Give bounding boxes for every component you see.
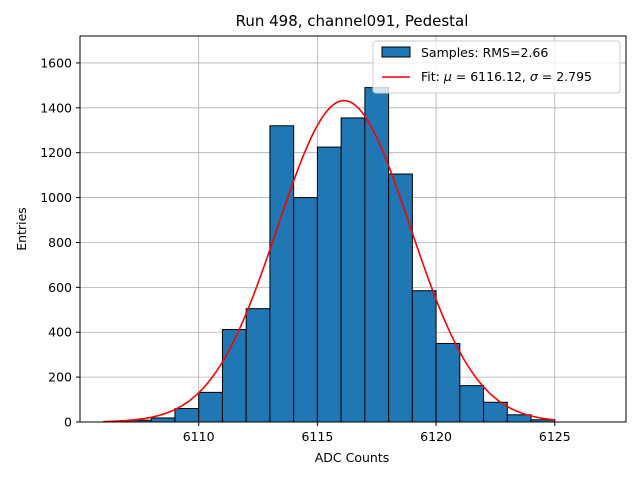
histogram-bar (293, 197, 318, 423)
y-tick-label: 400 (48, 325, 72, 340)
chart-title: Run 498, channel091, Pedestal (236, 12, 469, 30)
x-tick-label: 6115 (301, 429, 333, 444)
legend-sigma-symbol: σ (530, 69, 539, 84)
histogram-bar (269, 125, 295, 423)
x-tick-label: 6125 (539, 429, 571, 444)
histogram-bar (388, 173, 413, 423)
legend-samples-label: Samples: RMS=2.66 (421, 45, 548, 60)
histogram-bar (150, 417, 176, 423)
legend-samples-swatch (381, 46, 411, 58)
y-tick-label: 0 (64, 415, 72, 430)
y-axis-ticks: 0 200 400 600 800 1000 1200 1400 1600 (40, 55, 80, 430)
y-tick-label: 1400 (40, 100, 72, 115)
x-tick-label: 6110 (183, 429, 215, 444)
y-tick-label: 1200 (40, 145, 72, 160)
y-tick-label: 800 (48, 235, 72, 250)
histogram-bar (435, 342, 461, 423)
legend-mu-symbol: μ (443, 69, 452, 84)
legend-sigma-text: = 2.795 (538, 69, 592, 84)
y-tick-label: 600 (48, 280, 72, 295)
legend-fit-label: Fit: μ = 6116.12, σ = 2.795 (421, 69, 592, 84)
legend-box (372, 40, 621, 94)
x-tick-label: 6120 (420, 429, 452, 444)
axes-frame (79, 35, 627, 423)
histogram-bar (340, 117, 366, 423)
histogram-bars (103, 87, 556, 423)
fit-curve (103, 99, 555, 423)
y-tick-label: 1000 (40, 190, 72, 205)
histogram-bar (174, 408, 200, 423)
y-tick-label: 200 (48, 370, 72, 385)
histogram-bar (506, 414, 532, 423)
x-axis-ticks: 6110 6115 6120 6125 (183, 422, 571, 444)
histogram-bar (459, 385, 485, 423)
x-axis-label: ADC Counts (315, 450, 390, 465)
histogram-bar (198, 391, 223, 423)
histogram-bar (411, 290, 437, 423)
histogram-bar (316, 146, 342, 423)
legend-fit-prefix: Fit: (421, 69, 444, 84)
legend: Samples: RMS=2.66 Fit: μ = 6116.12, σ = … (372, 40, 621, 94)
y-tick-label: 1600 (40, 55, 72, 70)
histogram-bar (245, 308, 271, 423)
y-axis-label: Entries (14, 207, 29, 251)
histogram-bar (221, 329, 247, 423)
legend-mu-text: = 6116.12, (452, 69, 530, 84)
